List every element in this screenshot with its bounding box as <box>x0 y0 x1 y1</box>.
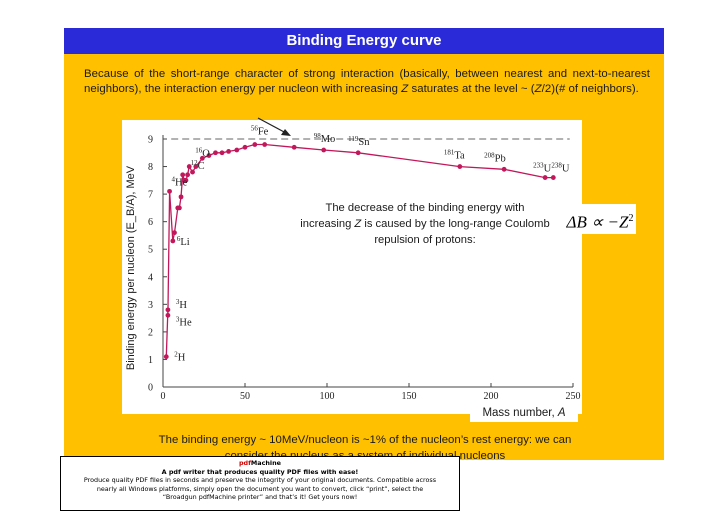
y-tick-label: 6 <box>148 217 153 228</box>
callout-text-2a: increasing <box>300 218 355 230</box>
data-point <box>165 312 171 318</box>
data-point <box>226 149 232 154</box>
data-point <box>252 142 258 147</box>
ad-brand-pdf: pdf <box>238 459 251 467</box>
x-axis-label: Mass number, A <box>470 404 578 422</box>
data-point <box>550 175 556 180</box>
ad-tagline: A pdf writer that produces quality PDF f… <box>161 467 359 476</box>
nuclide-label-he-4: 4He <box>172 175 188 188</box>
y-tick-label: 4 <box>148 272 153 283</box>
data-point <box>186 164 192 169</box>
y-tick-label: 0 <box>148 383 153 394</box>
nuclide-label-ta-181: 181Ta <box>444 149 465 162</box>
data-point <box>199 155 205 161</box>
y-tick-label: 8 <box>148 162 153 173</box>
data-point <box>291 144 297 150</box>
data-point <box>457 164 463 169</box>
coulomb-callout: The decrease of the binding energy with … <box>280 200 570 248</box>
data-point <box>165 307 171 313</box>
intro-text-2: saturates at the level ~ ( <box>408 83 535 95</box>
data-point <box>183 177 189 183</box>
y-tick-label: 5 <box>148 245 153 256</box>
ad-line-3: “Broadgun pdfMachine printer” and that’s… <box>162 493 358 502</box>
y-tick-label: 1 <box>148 355 153 366</box>
ad-line-1: Produce quality PDF files in seconds and… <box>83 476 437 485</box>
data-point <box>180 172 186 178</box>
footer-line-1: The binding energy ~ 10MeV/nucleon is ~1… <box>158 434 572 446</box>
x-axis-label-var: A <box>557 407 566 419</box>
data-point <box>185 172 191 178</box>
data-point <box>193 164 199 169</box>
x-axis-label-text: Mass number, <box>482 407 558 419</box>
x-tick-label: 0 <box>161 391 166 402</box>
x-tick-label: 200 <box>484 391 499 402</box>
x-tick-label: 50 <box>240 391 250 402</box>
data-point <box>321 147 327 153</box>
intro-var-z: Z <box>401 83 409 95</box>
formula-text: ΔB ∝ −Z <box>566 212 629 232</box>
intro-text-1: Because of the short-range character of … <box>84 68 650 95</box>
x-tick-label: 250 <box>566 391 581 402</box>
data-point <box>190 169 195 175</box>
nuclide-label-c-12: 12C <box>191 159 205 172</box>
data-point <box>501 166 507 172</box>
saturation-arrowhead <box>281 129 291 136</box>
data-point <box>234 147 240 153</box>
callout-line-1: The decrease of the binding energy with <box>325 202 525 214</box>
data-point <box>172 230 177 236</box>
ad-line-2: nearly all Windows platforms, simply ope… <box>96 484 424 493</box>
data-point <box>167 188 172 194</box>
nuclide-label-u-238: 238U <box>551 162 570 175</box>
callout-line-3: repulsion of protons: <box>374 234 476 246</box>
formula-exponent: 2 <box>628 213 634 224</box>
data-point <box>355 150 361 156</box>
callout-text-2b: is caused by the long-range Coulomb <box>361 218 550 230</box>
nuclide-label-u-233: 233U <box>533 162 552 175</box>
data-point <box>242 144 248 150</box>
intro-paragraph: Because of the short-range character of … <box>84 67 650 97</box>
data-point <box>213 150 218 156</box>
coulomb-formula: ΔB ∝ −Z2 <box>564 204 636 234</box>
nuclide-label-mo-98: 98Mo <box>314 132 336 145</box>
y-tick-label: 2 <box>148 327 153 338</box>
y-axis-label-box <box>122 120 140 394</box>
data-point <box>177 205 182 211</box>
x-tick-label: 100 <box>320 391 335 402</box>
y-tick-label: 7 <box>148 190 153 201</box>
slide-title: Binding Energy curve <box>64 28 664 54</box>
callout-var-z: Z <box>354 218 362 230</box>
binding-energy-curve <box>165 143 554 357</box>
intro-var-z2: Z <box>534 83 542 95</box>
data-point <box>262 142 268 147</box>
data-point <box>219 150 225 156</box>
nuclide-label-he-3: 3He <box>176 315 192 328</box>
ad-brand-name: Machine <box>250 459 282 467</box>
callout-line-2: increasing Z is caused by the long-range… <box>280 216 570 232</box>
nuclide-label-h-2: 2H <box>174 351 186 364</box>
data-point <box>206 153 212 158</box>
data-point <box>178 194 184 200</box>
data-point <box>542 175 548 180</box>
nuclide-label-o-16: 16O <box>195 147 210 160</box>
y-tick-label: 9 <box>148 135 153 146</box>
nuclide-label-li-6: 6Li <box>177 235 190 248</box>
nuclide-label-fe-56: 56Fe <box>251 125 269 138</box>
nuclide-label-h-3: 3H <box>176 298 188 311</box>
saturation-arrow <box>257 117 287 134</box>
data-point <box>170 238 176 244</box>
x-tick-label: 150 <box>402 391 417 402</box>
intro-text-3: /2)(# of neighbors). <box>541 83 639 95</box>
ad-brand: pdfMachine <box>61 459 459 468</box>
pdfmachine-banner[interactable]: pdfMachine A pdf writer that produces qu… <box>60 456 460 511</box>
y-tick-label: 3 <box>148 300 153 311</box>
y-axis-label: Binding energy per nucleon (E_B/A), MeV <box>125 165 137 370</box>
nuclide-label-pb-208: 208Pb <box>484 151 506 164</box>
data-point <box>163 354 169 360</box>
nuclide-label-sn-119: 119Sn <box>348 135 370 148</box>
